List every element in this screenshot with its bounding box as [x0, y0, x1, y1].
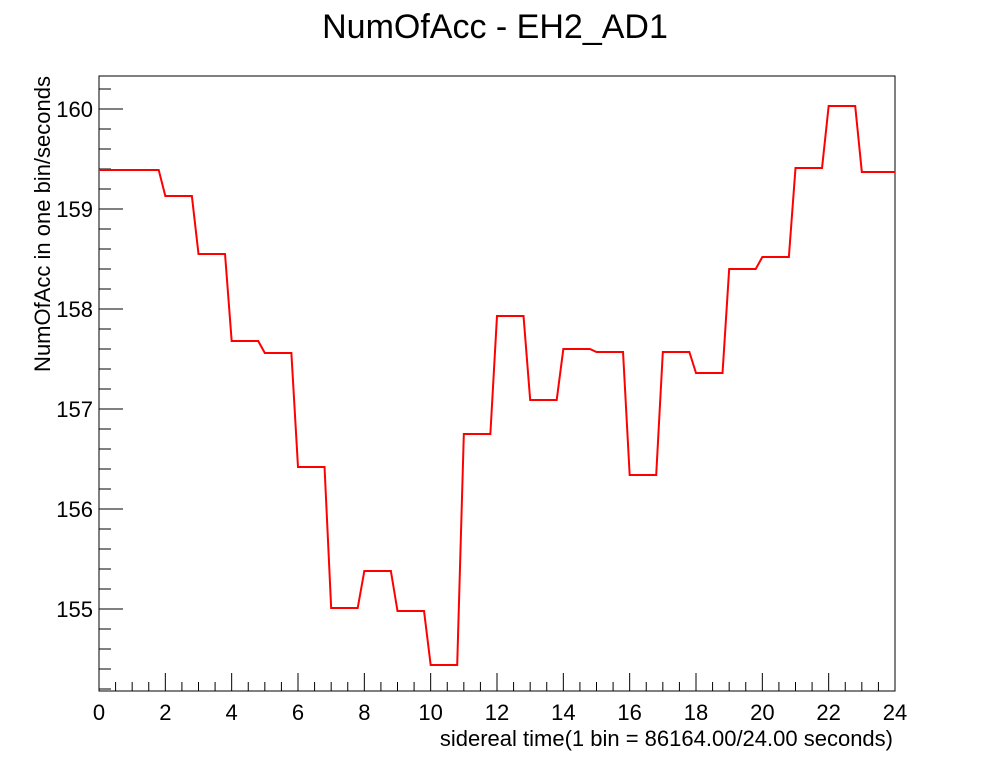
x-tick-label: 18	[684, 700, 708, 725]
series-group	[99, 105, 895, 666]
x-tick-label: 24	[883, 700, 907, 725]
x-tick-label: 16	[617, 700, 641, 725]
x-tick-label: 22	[816, 700, 840, 725]
x-tick-label: 10	[418, 700, 442, 725]
x-tick-label: 20	[750, 700, 774, 725]
x-tick-label: 8	[358, 700, 370, 725]
y-tick-label: 157	[56, 397, 93, 422]
y-tick-label: 156	[56, 497, 93, 522]
x-tick-label: 4	[226, 700, 238, 725]
series-line-0	[99, 105, 895, 666]
plot-frame	[98, 75, 896, 692]
x-tick-label: 0	[93, 700, 105, 725]
chart-title: NumOfAcc - EH2_AD1	[322, 8, 668, 46]
y-tick-label: 159	[56, 197, 93, 222]
y-tick-label: 155	[56, 597, 93, 622]
y-axis-title: NumOfAcc in one bin/seconds	[30, 76, 55, 372]
y-tick-label: 160	[56, 97, 93, 122]
x-axis-title: sidereal time(1 bin = 86164.00/24.00 sec…	[440, 726, 893, 751]
x-tick-label: 12	[485, 700, 509, 725]
y-tick-label: 158	[56, 297, 93, 322]
x-tick-label: 2	[159, 700, 171, 725]
axis-ticks	[98, 88, 896, 691]
x-tick-label: 6	[292, 700, 304, 725]
x-tick-label: 14	[551, 700, 575, 725]
